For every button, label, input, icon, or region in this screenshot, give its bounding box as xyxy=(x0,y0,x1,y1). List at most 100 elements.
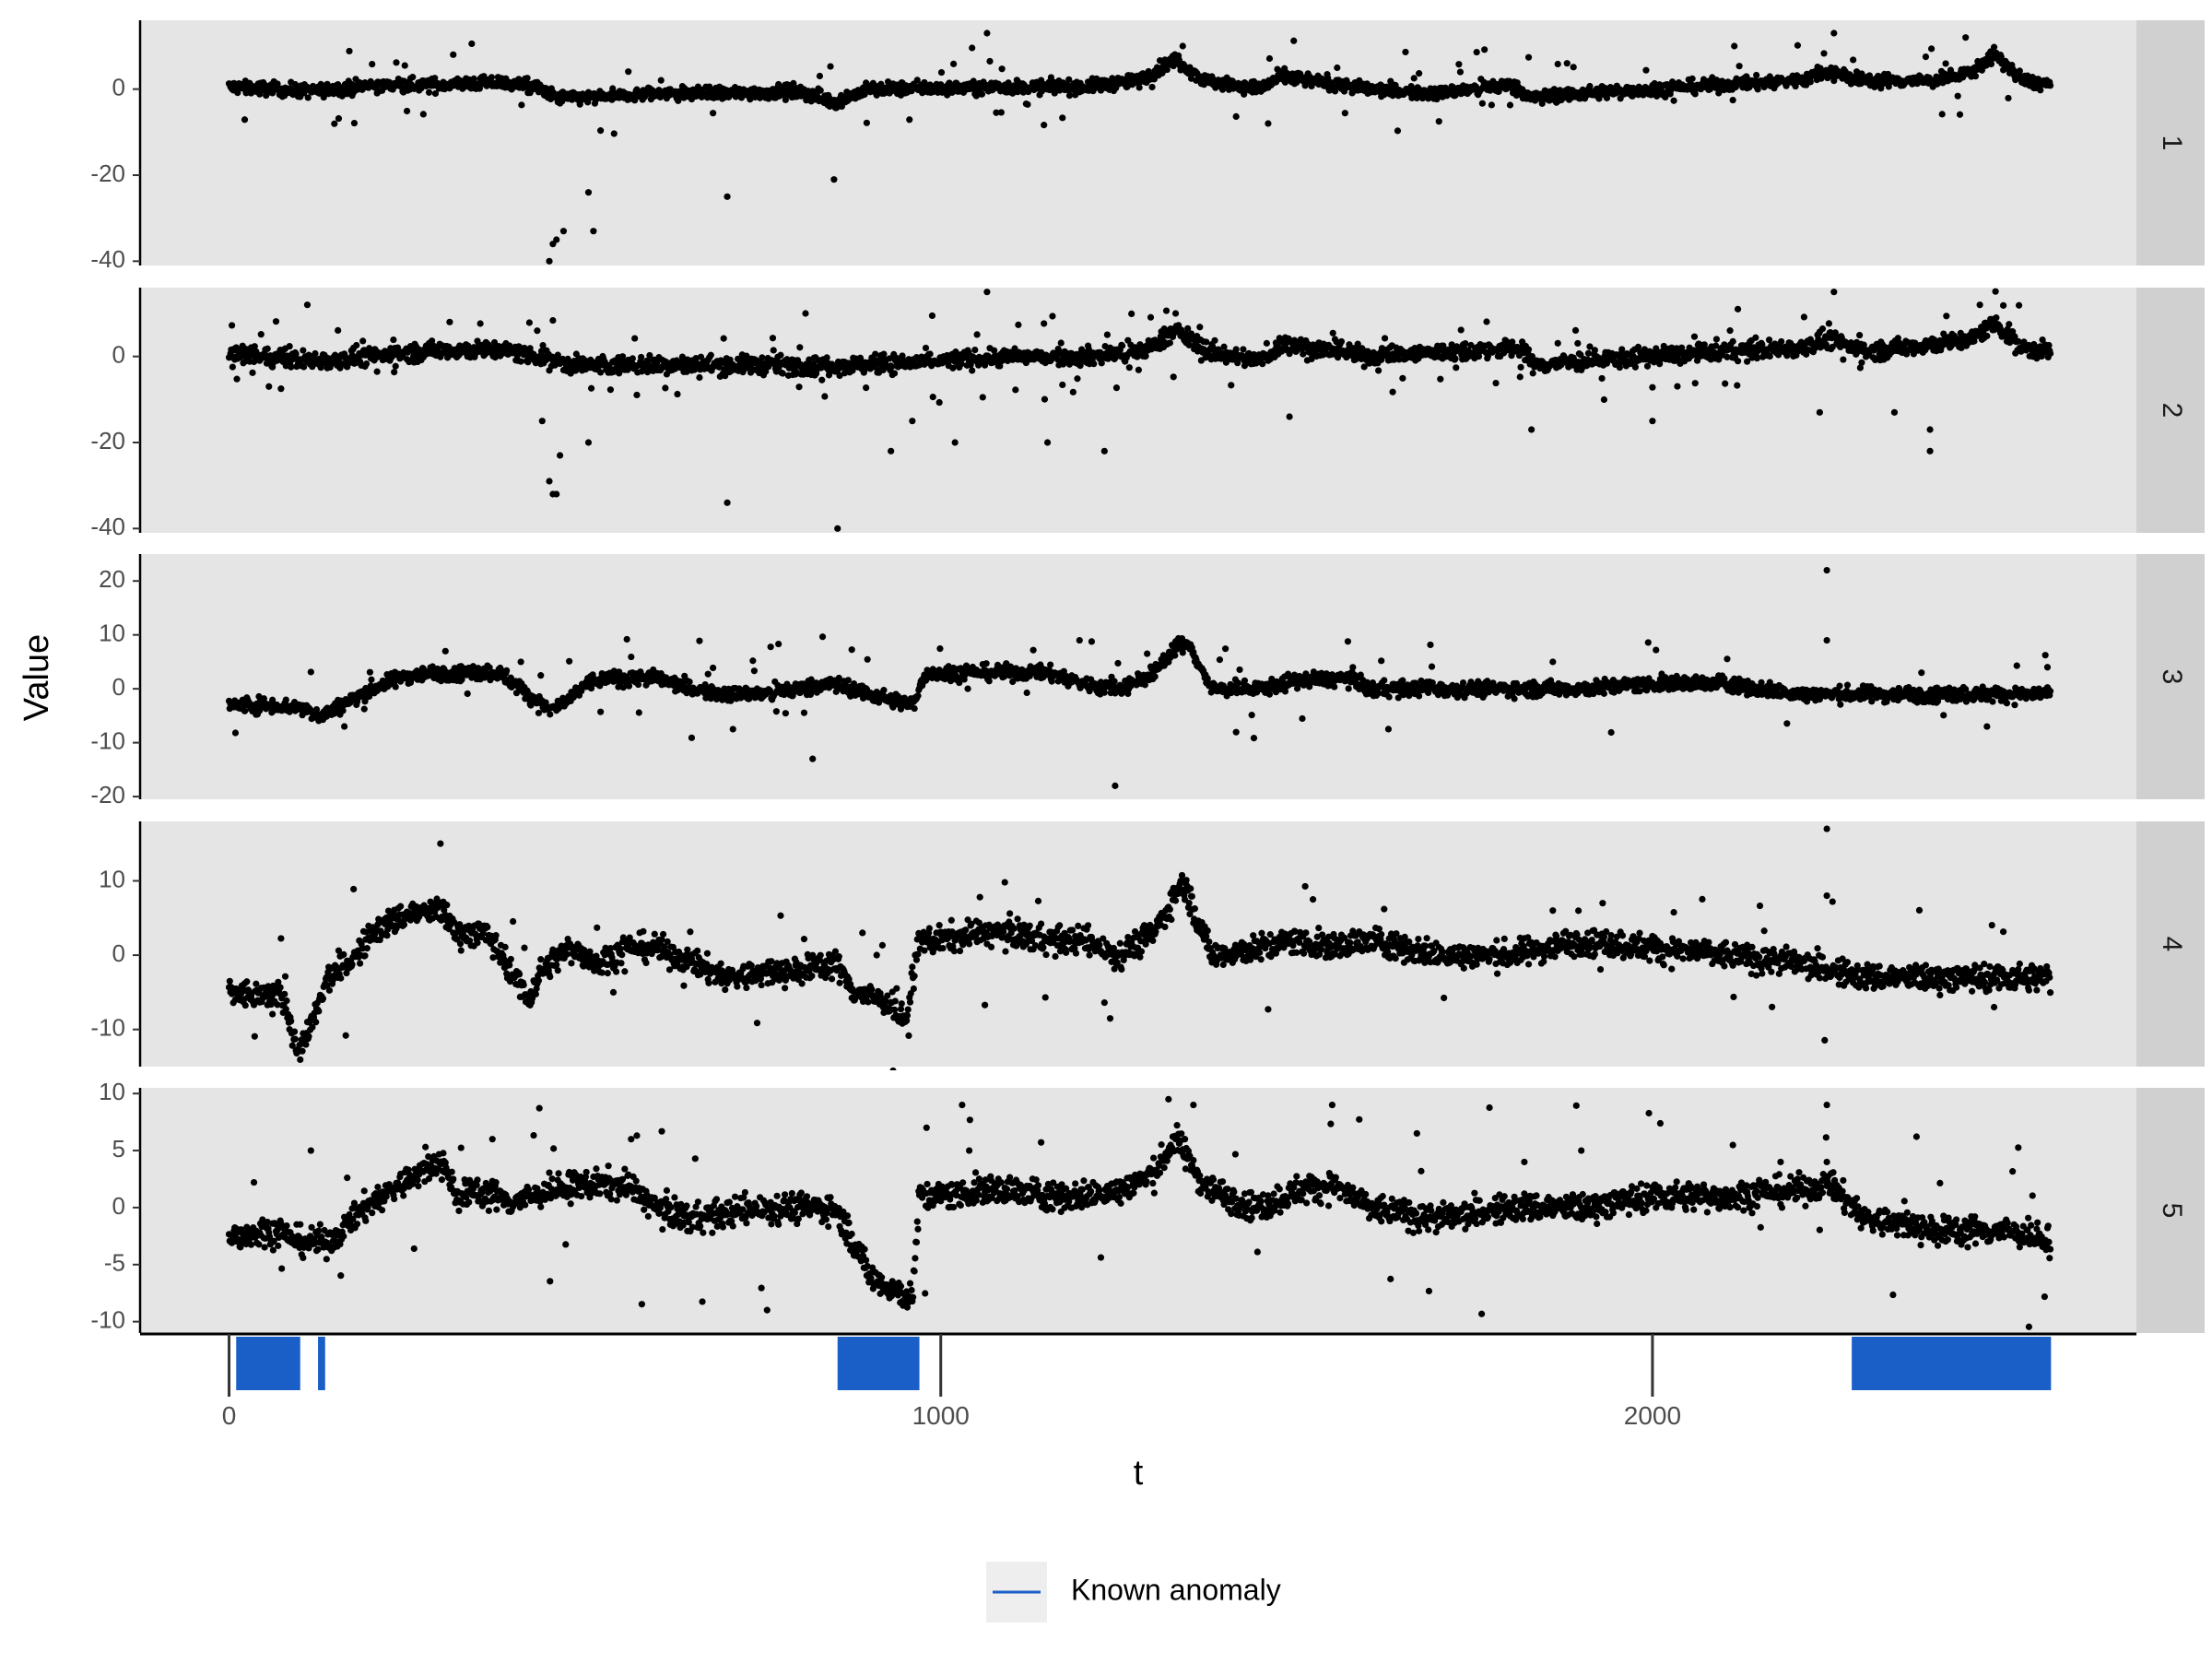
data-point xyxy=(674,391,680,397)
data-point xyxy=(1801,313,1807,320)
data-point xyxy=(1163,307,1170,313)
data-point xyxy=(1338,338,1345,345)
data-point xyxy=(1991,44,1997,51)
data-point xyxy=(1689,76,1696,82)
data-point xyxy=(426,89,432,96)
data-point xyxy=(526,319,533,325)
data-point xyxy=(233,376,240,383)
data-point xyxy=(633,392,640,398)
data-point xyxy=(1455,61,1462,67)
data-point xyxy=(872,350,878,357)
data-point xyxy=(795,384,802,390)
facet-strip-label-2: 2 xyxy=(2157,403,2187,419)
data-point xyxy=(1128,311,1135,317)
data-point xyxy=(1632,364,1639,371)
outlier-point xyxy=(1731,42,1737,49)
data-point xyxy=(1819,325,1826,332)
data-point xyxy=(827,63,833,69)
data-point xyxy=(1074,375,1080,382)
data-point xyxy=(518,358,524,364)
data-point xyxy=(1525,346,1532,352)
data-point xyxy=(864,120,870,126)
panel-background-2 xyxy=(140,288,2136,533)
data-point xyxy=(524,75,530,81)
data-point xyxy=(374,369,381,375)
data-point xyxy=(1059,114,1065,121)
data-point xyxy=(891,370,898,376)
data-point xyxy=(971,347,978,353)
data-point xyxy=(1300,350,1306,357)
data-point xyxy=(1474,49,1480,55)
data-point xyxy=(1488,101,1495,108)
data-point xyxy=(973,331,980,337)
data-point xyxy=(597,369,604,375)
data-point xyxy=(710,110,716,116)
panel-background-1 xyxy=(140,20,2136,266)
data-point xyxy=(721,336,727,342)
data-point xyxy=(1126,364,1133,371)
y-tick-label-2-0: 0 xyxy=(112,341,125,369)
data-point xyxy=(488,74,495,80)
data-point xyxy=(1196,324,1203,330)
outlier-point xyxy=(560,228,567,234)
data-point xyxy=(331,121,337,127)
data-point xyxy=(1024,101,1030,108)
data-point xyxy=(1794,42,1801,49)
y-tick-label-2-1: -20 xyxy=(90,427,125,454)
data-point xyxy=(1928,45,1935,52)
data-point xyxy=(1492,380,1499,386)
data-point xyxy=(1479,100,1486,107)
data-point xyxy=(1555,340,1561,347)
y-tick-label-1-1: -20 xyxy=(90,159,125,187)
outlier-point xyxy=(590,228,596,234)
data-point xyxy=(1462,340,1468,347)
data-point xyxy=(1049,313,1055,319)
outlier-point xyxy=(1962,34,1969,41)
data-point xyxy=(477,320,484,326)
data-point xyxy=(1240,346,1246,352)
data-point xyxy=(1015,322,1021,328)
data-point xyxy=(1752,335,1759,341)
data-point xyxy=(1012,386,1018,393)
data-point xyxy=(1730,97,1736,103)
data-point xyxy=(353,342,359,348)
data-point xyxy=(986,58,993,65)
data-point xyxy=(1041,320,1047,326)
data-point xyxy=(549,317,556,324)
data-point xyxy=(1233,113,1240,120)
data-point xyxy=(1820,50,1827,56)
data-point xyxy=(534,327,540,334)
data-point xyxy=(1458,326,1465,333)
data-point xyxy=(1713,336,1720,342)
outlier-point xyxy=(1180,42,1186,49)
data-point xyxy=(969,44,975,51)
data-point xyxy=(287,343,293,349)
data-point xyxy=(1228,382,1234,388)
data-point xyxy=(1066,92,1073,99)
data-point xyxy=(863,384,869,391)
data-point xyxy=(390,336,396,343)
data-point xyxy=(930,394,936,400)
outlier-point xyxy=(724,194,730,200)
data-point xyxy=(404,108,410,114)
data-point xyxy=(1734,383,1740,389)
data-point xyxy=(359,337,366,344)
data-point xyxy=(1411,75,1418,81)
data-point xyxy=(288,364,294,371)
outlier-point xyxy=(450,52,456,58)
data-point xyxy=(1041,122,1047,128)
data-point xyxy=(1342,110,1348,116)
data-point xyxy=(363,360,370,367)
data-point xyxy=(1530,370,1536,376)
data-point xyxy=(979,90,985,97)
data-point xyxy=(611,130,618,136)
data-point xyxy=(1233,346,1240,352)
data-point xyxy=(1674,383,1680,389)
data-point xyxy=(312,350,318,357)
data-point xyxy=(1642,67,1649,74)
data-point xyxy=(229,322,235,328)
data-point xyxy=(393,59,399,65)
data-point xyxy=(1266,55,1273,62)
